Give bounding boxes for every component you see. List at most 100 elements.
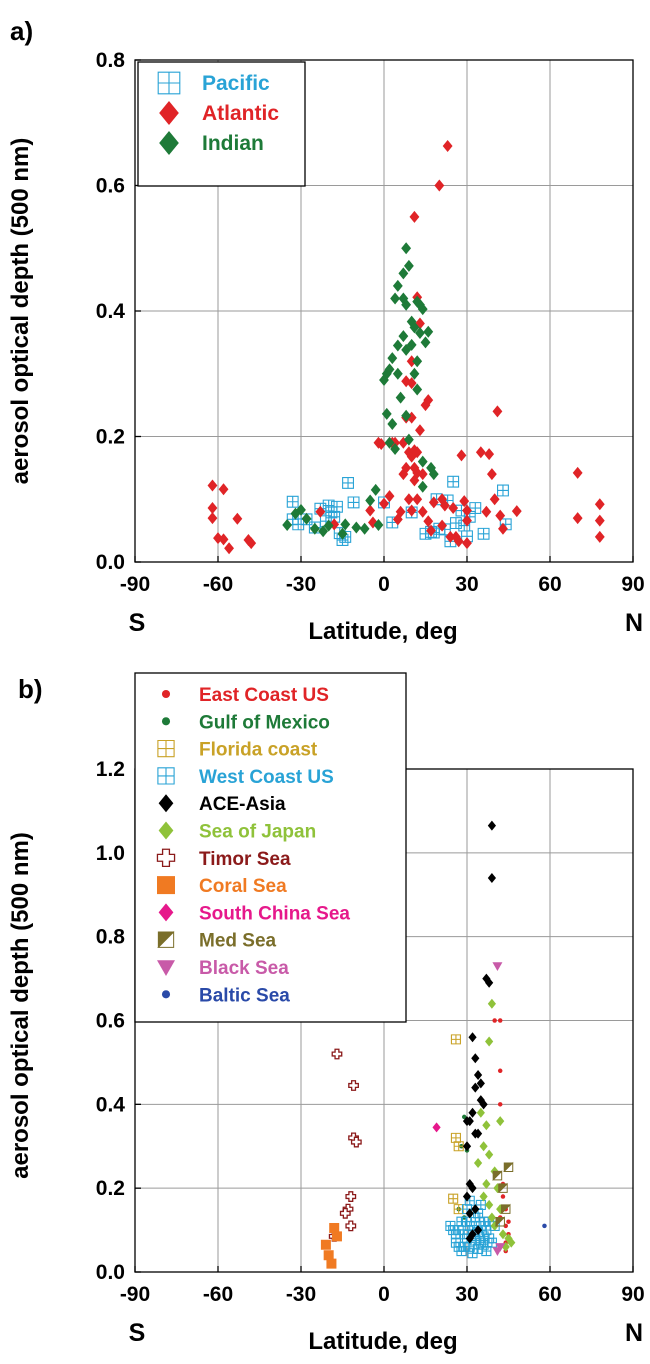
series-florida-coast [448,1034,464,1215]
legend-marker [157,767,175,785]
legend-marker [158,903,174,922]
data-point [487,872,496,883]
data-point [482,1178,491,1189]
legend-label: West Coast US [199,767,334,788]
data-point [406,450,417,463]
data-point [329,1222,340,1233]
data-point [449,517,462,530]
legend-label: Med Sea [199,931,277,952]
panel-label: b) [18,674,43,704]
series-baltic-sea [542,1223,547,1229]
data-point [482,973,491,984]
data-point [401,242,412,255]
data-point [339,1207,351,1219]
data-point [490,1220,499,1231]
data-point [493,1183,502,1194]
data-point [390,443,400,456]
legend-label: Black Sea [199,958,289,979]
data-point [403,259,414,272]
data-point [594,498,605,511]
x-tick-label: -60 [203,1283,233,1306]
data-point [345,1191,357,1202]
data-point [406,315,417,328]
data-point [511,505,522,518]
legend-marker [157,739,175,758]
x-tick-label: 0 [378,1283,390,1306]
y-tick-label: 0.8 [96,49,126,72]
y-axis-title: aerosol optical depth (500 nm) [7,138,34,485]
data-point [476,1078,485,1089]
data-point [329,518,340,531]
data-point [479,1099,488,1110]
data-point [351,521,362,534]
data-point [572,466,583,479]
data-point [398,267,409,280]
y-tick-label: 0.4 [96,1093,126,1116]
data-point [417,303,428,316]
data-point [497,1182,508,1193]
data-point [485,1199,494,1210]
y-tick-label: 1.0 [96,842,125,865]
data-point [459,1241,470,1252]
data-point [331,500,343,513]
data-point [473,1158,483,1169]
data-point [486,468,497,481]
data-point [218,483,229,496]
data-point [384,490,395,503]
x-tick-label: 30 [455,1283,478,1306]
y-tick-label: 0.0 [96,1261,125,1284]
data-point [497,484,509,497]
data-point [484,448,495,461]
data-point [309,522,320,535]
data-point [232,512,243,525]
series-indian [282,242,439,540]
data-point [323,1250,334,1261]
data-point [473,1128,483,1139]
data-point [456,449,467,462]
series-atlantic [207,139,605,555]
south-label: S [129,609,146,637]
data-point [323,519,334,532]
data-point [453,535,464,548]
data-point [498,1229,508,1240]
x-axis-title: Latitude, deg [308,618,457,645]
x-tick-label: 30 [455,573,478,596]
x-tick-label: 0 [378,573,390,596]
legend: Pacific Atlantic Indian [137,61,306,187]
data-point [406,504,417,517]
x-axis-title: Latitude, deg [308,1328,457,1355]
legend-label: East Coast US [199,685,329,706]
data-point [542,1223,547,1229]
data-point [498,522,508,535]
data-point [495,509,506,522]
data-point [392,367,403,380]
data-point [437,519,448,532]
data-point [485,977,494,988]
north-label: N [625,1319,643,1347]
data-point [417,480,428,493]
data-point [403,493,414,506]
data-point [379,497,389,510]
data-point [409,210,420,223]
data-point [365,504,376,517]
data-point [445,530,456,543]
legend-marker [157,876,175,895]
data-point [473,1069,483,1080]
data-point [384,363,395,376]
x-tick-label: -30 [286,1283,316,1306]
data-point [412,355,423,368]
data-point [368,516,378,529]
data-point [479,1141,488,1152]
data-point [406,355,417,368]
data-point [462,1116,472,1127]
y-tick-label: 0.6 [96,1010,125,1033]
data-point [423,515,434,528]
legend-marker [158,821,174,840]
data-point [442,139,453,152]
data-point [420,336,431,349]
legend-marker [161,689,171,699]
legend-label: ACE-Asia [199,794,286,815]
data-point [315,505,326,518]
panel-b: b) -90 -60 -30 0 30 60 90 0.0 0.2 0.4 0.6 0.8 1.0 1.2 L… [7,672,645,1355]
data-point [207,512,218,525]
